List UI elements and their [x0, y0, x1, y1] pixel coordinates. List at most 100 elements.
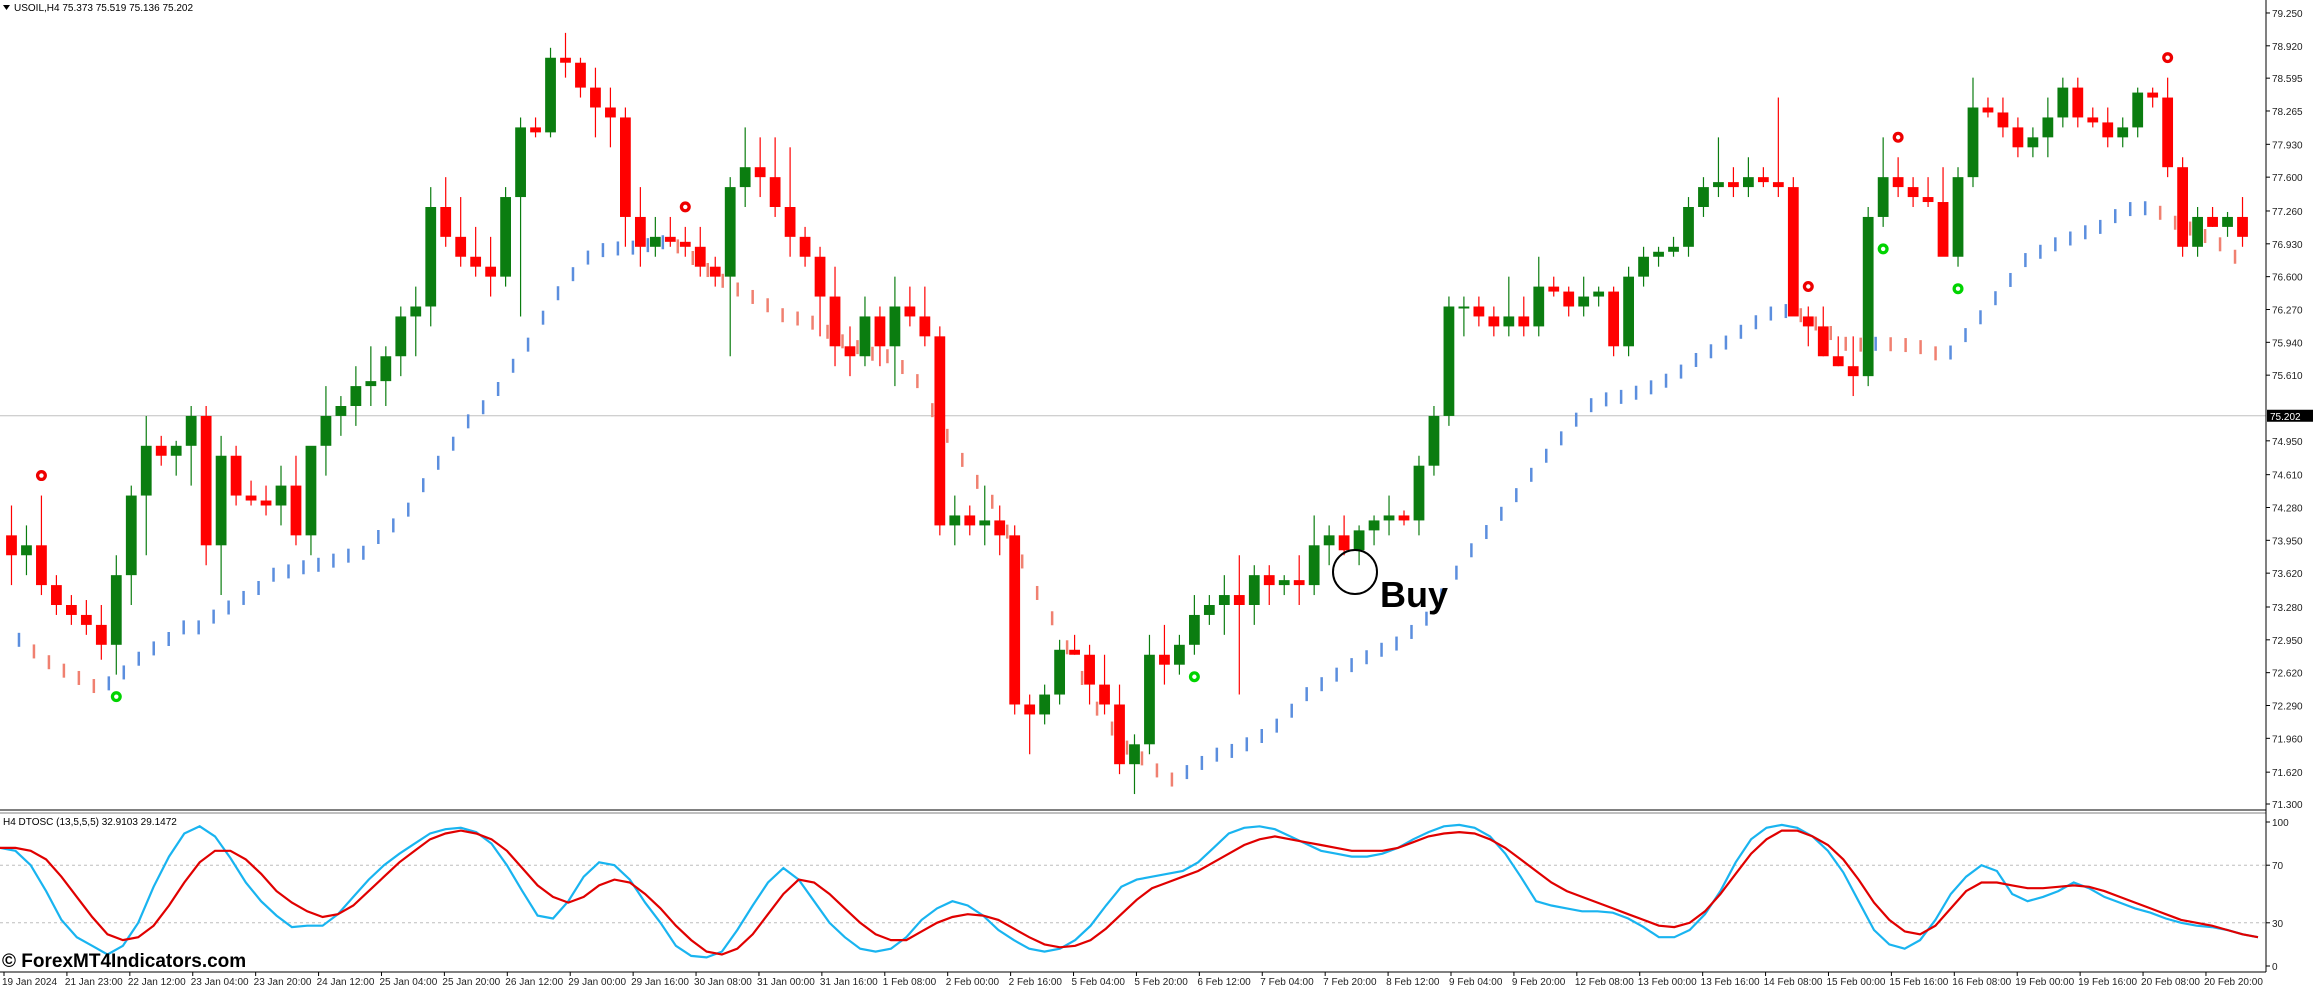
candle-body[interactable]: [395, 316, 407, 357]
candle-body[interactable]: [1997, 112, 2009, 128]
candle-body[interactable]: [290, 485, 302, 536]
candle-body[interactable]: [1458, 306, 1470, 309]
candle-body[interactable]: [1159, 654, 1170, 665]
candle-body[interactable]: [1278, 580, 1290, 586]
candle-body[interactable]: [844, 346, 856, 357]
candle-body[interactable]: [649, 236, 661, 247]
candle-body[interactable]: [1922, 197, 1934, 203]
candle-body[interactable]: [1847, 366, 1859, 377]
candle-body[interactable]: [80, 614, 92, 625]
candle-body[interactable]: [1308, 545, 1320, 586]
candle-body[interactable]: [2042, 117, 2054, 138]
candle-body[interactable]: [1398, 515, 1410, 521]
candle-body[interactable]: [1099, 684, 1110, 705]
candle-body[interactable]: [799, 236, 811, 257]
candle-body[interactable]: [335, 406, 347, 416]
candle-body[interactable]: [1787, 187, 1799, 317]
candle-body[interactable]: [1653, 251, 1664, 257]
candle-body[interactable]: [1518, 316, 1530, 327]
candle-body[interactable]: [1713, 182, 1724, 188]
candle-body[interactable]: [320, 415, 332, 446]
candle-body[interactable]: [545, 57, 556, 133]
candle-body[interactable]: [1233, 595, 1245, 605]
candle-body[interactable]: [2012, 127, 2024, 148]
candle-body[interactable]: [829, 296, 841, 347]
candle-body[interactable]: [859, 316, 871, 357]
candle-body[interactable]: [365, 381, 377, 387]
candle-body[interactable]: [560, 57, 571, 63]
candle-body[interactable]: [679, 241, 691, 247]
candle-body[interactable]: [2057, 87, 2069, 118]
candle-body[interactable]: [95, 624, 107, 645]
candle-body[interactable]: [2162, 97, 2174, 168]
candle-body[interactable]: [2132, 92, 2144, 128]
candle-body[interactable]: [784, 207, 796, 237]
candle-body[interactable]: [2027, 137, 2039, 148]
candle-body[interactable]: [425, 207, 437, 307]
candle-body[interactable]: [1203, 605, 1215, 615]
candle-body[interactable]: [51, 585, 62, 605]
candle-body[interactable]: [1623, 276, 1634, 347]
candle-body[interactable]: [754, 167, 766, 178]
candle-body[interactable]: [500, 197, 511, 277]
candle-body[interactable]: [1892, 177, 1904, 188]
candle-body[interactable]: [664, 236, 676, 242]
candle-body[interactable]: [1368, 520, 1380, 531]
candle-body[interactable]: [964, 515, 976, 526]
candle-body[interactable]: [949, 515, 961, 526]
candle-body[interactable]: [1728, 182, 1739, 188]
candle-body[interactable]: [1338, 535, 1350, 551]
candle-body[interactable]: [1817, 326, 1829, 357]
candle-body[interactable]: [65, 605, 77, 615]
candle-body[interactable]: [1967, 107, 1979, 178]
candle-body[interactable]: [1862, 216, 1874, 377]
candle-body[interactable]: [1039, 694, 1051, 715]
candle-body[interactable]: [934, 336, 946, 526]
candle-body[interactable]: [1743, 177, 1754, 188]
candle-body[interactable]: [230, 455, 242, 496]
candle-body[interactable]: [2102, 122, 2114, 138]
candle-body[interactable]: [36, 545, 47, 586]
candle-body[interactable]: [1638, 256, 1649, 277]
candle-body[interactable]: [1218, 595, 1230, 605]
candle-body[interactable]: [440, 207, 452, 237]
candle-body[interactable]: [215, 455, 227, 546]
candle-body[interactable]: [275, 485, 287, 506]
candle-body[interactable]: [1563, 291, 1575, 307]
candle-body[interactable]: [1009, 535, 1021, 705]
candle-body[interactable]: [170, 445, 182, 456]
candle-body[interactable]: [620, 117, 631, 217]
candle-body[interactable]: [2207, 216, 2218, 227]
candle-body[interactable]: [350, 386, 362, 406]
candle-body[interactable]: [1024, 704, 1036, 715]
candle-body[interactable]: [1069, 649, 1080, 655]
candle-body[interactable]: [1608, 291, 1620, 347]
candle-body[interactable]: [6, 535, 17, 556]
candle-body[interactable]: [2192, 216, 2203, 247]
candle-body[interactable]: [305, 445, 317, 536]
candle-body[interactable]: [140, 445, 152, 496]
candle-body[interactable]: [1129, 744, 1140, 765]
candle-body[interactable]: [1054, 649, 1066, 695]
candle-body[interactable]: [814, 256, 826, 297]
candle-body[interactable]: [889, 306, 901, 347]
candle-body[interactable]: [1248, 575, 1260, 605]
candle-body[interactable]: [530, 127, 541, 133]
candle-body[interactable]: [2237, 216, 2248, 237]
candle-body[interactable]: [590, 87, 601, 108]
dropdown-triangle-icon[interactable]: [3, 5, 10, 10]
candle-body[interactable]: [1413, 465, 1425, 521]
candle-body[interactable]: [1802, 316, 1814, 327]
candle-body[interactable]: [2072, 87, 2084, 118]
candle-body[interactable]: [2222, 216, 2233, 227]
oscillator-panel[interactable]: H4 DTOSC (13,5,5,5) 32.9103 29.1472: [0, 817, 2266, 959]
candle-body[interactable]: [1174, 644, 1185, 665]
candle-body[interactable]: [1188, 614, 1200, 645]
candle-body[interactable]: [1443, 306, 1455, 416]
candle-body[interactable]: [724, 187, 736, 277]
candle-body[interactable]: [21, 545, 32, 556]
candle-body[interactable]: [1937, 202, 1949, 257]
candle-body[interactable]: [155, 445, 167, 456]
candle-body[interactable]: [1757, 177, 1769, 183]
